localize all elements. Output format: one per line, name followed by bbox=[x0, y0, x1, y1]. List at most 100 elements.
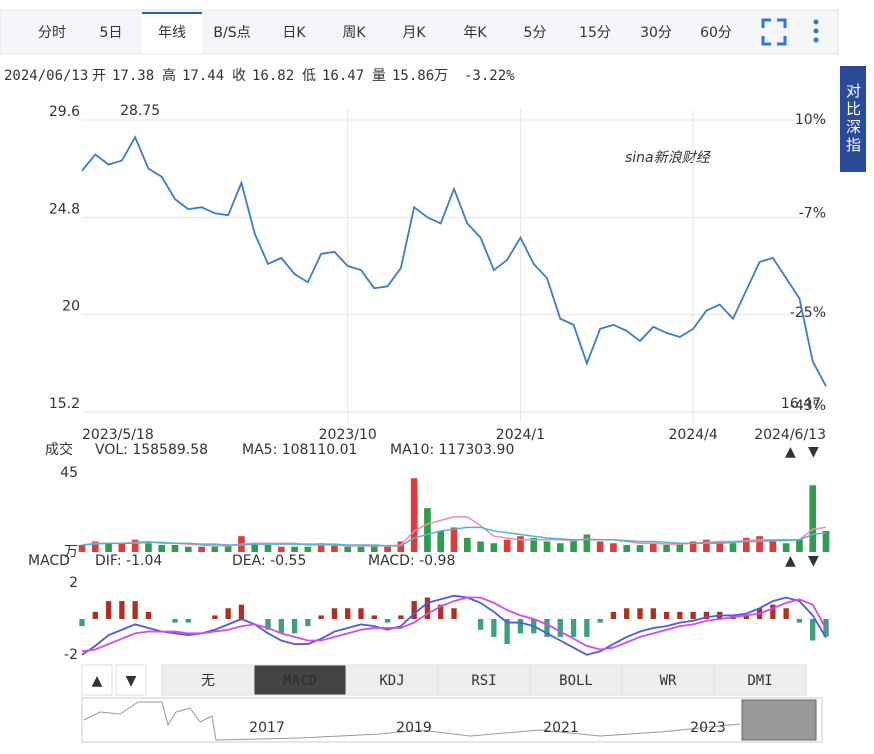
tab[interactable]: 月K bbox=[402, 25, 426, 41]
tab[interactable]: 15分 bbox=[579, 25, 611, 41]
arrow-down[interactable]: ▼ bbox=[808, 553, 819, 569]
tab[interactable]: 年K bbox=[463, 25, 487, 41]
volume-bar bbox=[437, 530, 445, 552]
y-tick-label: 29.6 bbox=[49, 104, 80, 120]
volume-bar bbox=[145, 543, 152, 552]
watermark: sina新浪财经 bbox=[625, 150, 712, 166]
tab[interactable]: 60分 bbox=[700, 25, 732, 41]
macd-bar bbox=[331, 608, 338, 619]
volume-bar bbox=[649, 543, 657, 552]
arrow-down[interactable]: ▼ bbox=[808, 444, 819, 460]
indicator-tab[interactable] bbox=[437, 664, 531, 696]
volume-bar bbox=[91, 541, 99, 552]
indicator-tab-label[interactable]: KDJ bbox=[379, 673, 404, 689]
tab[interactable]: 日K bbox=[282, 25, 306, 41]
scroll-down-icon[interactable]: ▼ bbox=[126, 673, 137, 689]
volume-bar bbox=[198, 546, 205, 552]
macd-bar bbox=[451, 608, 457, 619]
x-tick-label: 2023/10 bbox=[319, 427, 377, 443]
volume-bar bbox=[357, 546, 365, 552]
fullscreen-icon[interactable] bbox=[761, 18, 787, 46]
arrow-up[interactable]: ▲ bbox=[785, 553, 796, 569]
macd-bar bbox=[225, 608, 231, 619]
indicator-tab[interactable] bbox=[529, 664, 623, 696]
quote-low: 16.47 bbox=[322, 68, 364, 84]
macd-bar bbox=[371, 615, 377, 619]
macd-bar bbox=[544, 619, 550, 637]
tab[interactable]: 5日 bbox=[100, 25, 123, 41]
volume-bar bbox=[596, 541, 604, 552]
macd-bar bbox=[597, 619, 603, 623]
indicator-tab[interactable] bbox=[253, 664, 347, 696]
compare-button[interactable]: 对比深指 bbox=[840, 66, 866, 172]
macd-bar bbox=[398, 615, 404, 619]
navigator-window[interactable] bbox=[741, 699, 817, 741]
indicator-tab-label[interactable]: BOLL bbox=[559, 673, 593, 689]
legend-entry: VOL: 158589.58 bbox=[95, 442, 208, 458]
macd-bar bbox=[145, 611, 152, 619]
tab-active[interactable] bbox=[142, 12, 202, 54]
volume-bar bbox=[809, 485, 817, 552]
dot[interactable] bbox=[813, 19, 819, 25]
quote-change: -3.22% bbox=[464, 68, 515, 84]
arrow-up[interactable]: ▲ bbox=[785, 444, 796, 460]
volume-bar bbox=[344, 546, 352, 552]
volume-bar bbox=[317, 543, 325, 552]
macd-bar bbox=[810, 619, 816, 641]
volume-bar bbox=[716, 541, 724, 552]
panel-title: 成交 bbox=[45, 441, 73, 458]
dot[interactable] bbox=[813, 37, 819, 43]
macd-bar bbox=[663, 611, 670, 619]
volume-bar bbox=[530, 537, 538, 552]
volume-bar bbox=[742, 537, 750, 552]
indicator-tab[interactable] bbox=[161, 664, 255, 696]
tab[interactable]: B/S点 bbox=[213, 25, 250, 41]
macd-bar bbox=[238, 604, 245, 619]
macd-bar bbox=[570, 619, 577, 637]
volume-bar bbox=[397, 541, 405, 552]
y2-tick-label: -43% bbox=[790, 398, 826, 414]
volume-bar bbox=[822, 530, 830, 552]
macd-bar bbox=[743, 615, 749, 619]
volume-bar bbox=[676, 543, 684, 552]
macd-bar bbox=[424, 597, 431, 619]
volume-bar bbox=[118, 543, 126, 552]
min-label: 16.47 bbox=[781, 396, 821, 412]
quote-date: 2024/06/13 bbox=[4, 68, 88, 84]
y2-tick-label: -25% bbox=[790, 305, 826, 321]
quote-close: 16.82 bbox=[252, 68, 294, 84]
y-tick-label: 15.2 bbox=[49, 396, 80, 412]
y-tick-label: 45 bbox=[60, 465, 78, 481]
indicator-tab[interactable] bbox=[345, 664, 439, 696]
macd-bar bbox=[411, 601, 417, 619]
volume-bar bbox=[703, 539, 710, 552]
x-tick-label: 2023/5/18 bbox=[82, 427, 154, 443]
indicator-tab-label[interactable]: 无 bbox=[201, 673, 215, 689]
tab[interactable]: 分时 bbox=[38, 25, 66, 41]
series-line bbox=[81, 135, 827, 387]
scroll-down[interactable] bbox=[115, 664, 147, 696]
macd-bar bbox=[517, 619, 524, 634]
tab[interactable]: 周K bbox=[342, 25, 366, 41]
indicator-tab-label[interactable]: DMI bbox=[747, 673, 772, 689]
menu-icon[interactable] bbox=[813, 19, 819, 43]
macd-bar bbox=[557, 619, 563, 637]
tab[interactable]: 年线 bbox=[158, 25, 186, 41]
scroll-up-icon[interactable]: ▲ bbox=[92, 673, 103, 689]
indicator-tab-label[interactable]: RSI bbox=[471, 673, 496, 689]
indicator-tab-label[interactable]: MACD bbox=[283, 673, 317, 689]
macd-bar bbox=[291, 619, 298, 634]
navigator[interactable] bbox=[81, 697, 823, 743]
y-tick-label: -2 bbox=[64, 647, 78, 663]
x-tick-label: 2024/1 bbox=[496, 427, 545, 443]
indicator-tab-label[interactable]: WR bbox=[660, 673, 677, 689]
scroll-up[interactable] bbox=[81, 664, 113, 696]
tab[interactable]: 5分 bbox=[524, 25, 547, 41]
dot[interactable] bbox=[813, 28, 819, 34]
fullscreen-icon-path[interactable] bbox=[761, 18, 787, 46]
volume-bar bbox=[636, 544, 644, 552]
indicator-tab[interactable] bbox=[713, 664, 807, 696]
volume-bar bbox=[490, 543, 498, 552]
volume-bar bbox=[689, 541, 697, 552]
tab[interactable]: 30分 bbox=[640, 25, 672, 41]
